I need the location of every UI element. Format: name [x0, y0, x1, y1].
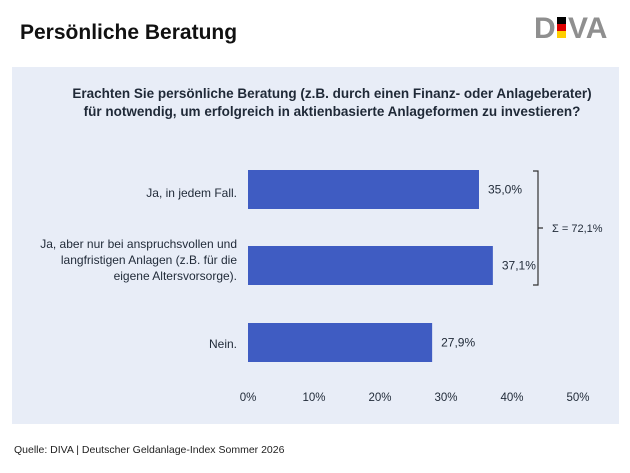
chart-panel: Erachten Sie persönliche Beratung (z.B. … — [12, 67, 619, 424]
x-tick-label: 30% — [434, 392, 457, 404]
x-tick-label: 20% — [368, 392, 391, 404]
bar-1 — [248, 170, 479, 209]
bar-2 — [248, 246, 493, 285]
bar-value-label-3: 27,9% — [441, 336, 475, 350]
sum-annotation: Σ = 72,1% — [552, 223, 603, 235]
bar-value-label-2: 37,1% — [502, 259, 536, 273]
x-tick-label: 40% — [500, 392, 523, 404]
bar-chart: 35,0% 37,1% 27,9% 0% 10% 20% 30% 40% 50% Σ = 72,1… — [240, 170, 603, 404]
bar-3 — [248, 323, 433, 362]
logo-text-right: VA — [568, 12, 607, 44]
x-tick-label: 0% — [240, 392, 257, 404]
x-tick-label: 10% — [302, 392, 325, 404]
chart-title: Erachten Sie persönliche Beratung (z.B. … — [72, 86, 592, 119]
flag-stripe-black — [557, 17, 566, 24]
page-title: Persönliche Beratung — [20, 21, 238, 44]
bar-value-label-1: 35,0% — [488, 183, 522, 197]
category-label-1: Ja, in jedem Fall. — [146, 186, 237, 200]
diva-logo: D VA — [534, 12, 607, 44]
category-label-3: Nein. — [208, 337, 237, 351]
sum-bracket — [533, 170, 543, 286]
flag-i-icon — [557, 17, 566, 38]
flag-stripe-gold — [557, 31, 566, 38]
x-tick-label: 50% — [566, 392, 589, 404]
flag-stripe-red — [557, 24, 566, 31]
logo-text-left: D — [534, 12, 556, 44]
category-label-2: Ja, aber nur bei anspruchsvollen und lan… — [40, 237, 237, 283]
source-note: Quelle: DIVA | Deutscher Geldanlage-Inde… — [14, 444, 285, 456]
